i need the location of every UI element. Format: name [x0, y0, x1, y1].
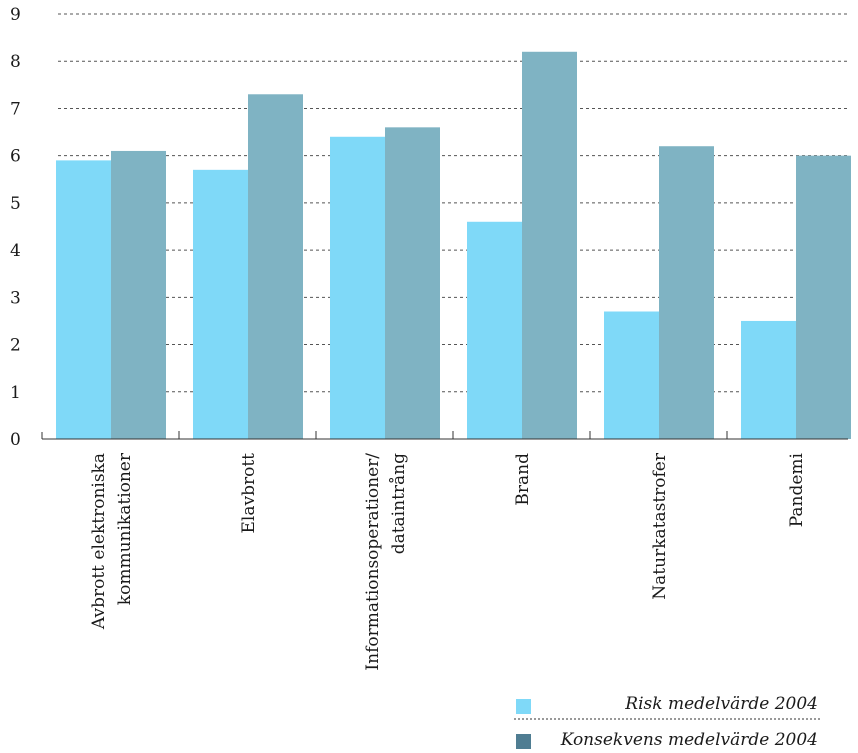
- risk-bar-3: [330, 136, 385, 439]
- category-label: dataintrång: [389, 453, 409, 554]
- y-tick-labels: 0 1 2 3 4 5 6 7 8 9: [10, 5, 21, 450]
- konsekvens-bar-2: [248, 94, 303, 440]
- legend: Risk medelvärde 2004 Konsekvens medelvärd…: [514, 694, 820, 750]
- risk-bar-1: [56, 160, 111, 439]
- risk-bar-5: [604, 311, 659, 439]
- risk-bar-6: [741, 320, 796, 439]
- konsekvens-bar-3: [385, 127, 440, 439]
- category-label: Avbrott elektroniska: [89, 453, 109, 630]
- category-label: Pandemi: [787, 452, 807, 527]
- category-label: kommunikationer: [115, 452, 135, 605]
- y-tick-label: 7: [10, 99, 21, 119]
- y-tick-label: 1: [10, 383, 21, 403]
- legend-label-2: Konsekvens medelvärde 2004: [560, 730, 818, 750]
- konsekvens-bar-1: [111, 150, 166, 439]
- category-label: Elavbrott: [239, 453, 259, 534]
- y-tick-label: 8: [10, 52, 21, 72]
- y-tick-label: 2: [10, 336, 21, 356]
- grid-lines: [58, 13, 848, 393]
- legend-label-1: Risk medelvärde 2004: [624, 694, 818, 714]
- konsekvens-bar-5: [659, 146, 714, 439]
- risk-bar-4: [467, 221, 522, 439]
- category-label: Brand: [513, 453, 533, 506]
- y-tick-label: 6: [10, 147, 21, 167]
- legend-swatch-2: [516, 734, 531, 749]
- category-label: Naturkatastrofer: [650, 452, 670, 600]
- y-tick-label: 9: [10, 5, 21, 25]
- category-label: Informationsoperationer/: [363, 453, 383, 671]
- y-tick-label: 4: [10, 241, 21, 261]
- konsekvens-bar-6: [796, 155, 851, 439]
- category-labels: Avbrott elektroniska kommunikationer Elavb…: [89, 452, 807, 670]
- konsekvens-bar-4: [522, 51, 577, 440]
- axes: [41, 431, 848, 440]
- risk-bar-2: [193, 169, 248, 440]
- y-tick-label: 3: [10, 288, 21, 308]
- legend-swatch-1: [516, 699, 531, 714]
- y-tick-label: 0: [10, 430, 21, 450]
- bars: [56, 51, 851, 440]
- y-tick-label: 5: [10, 194, 21, 214]
